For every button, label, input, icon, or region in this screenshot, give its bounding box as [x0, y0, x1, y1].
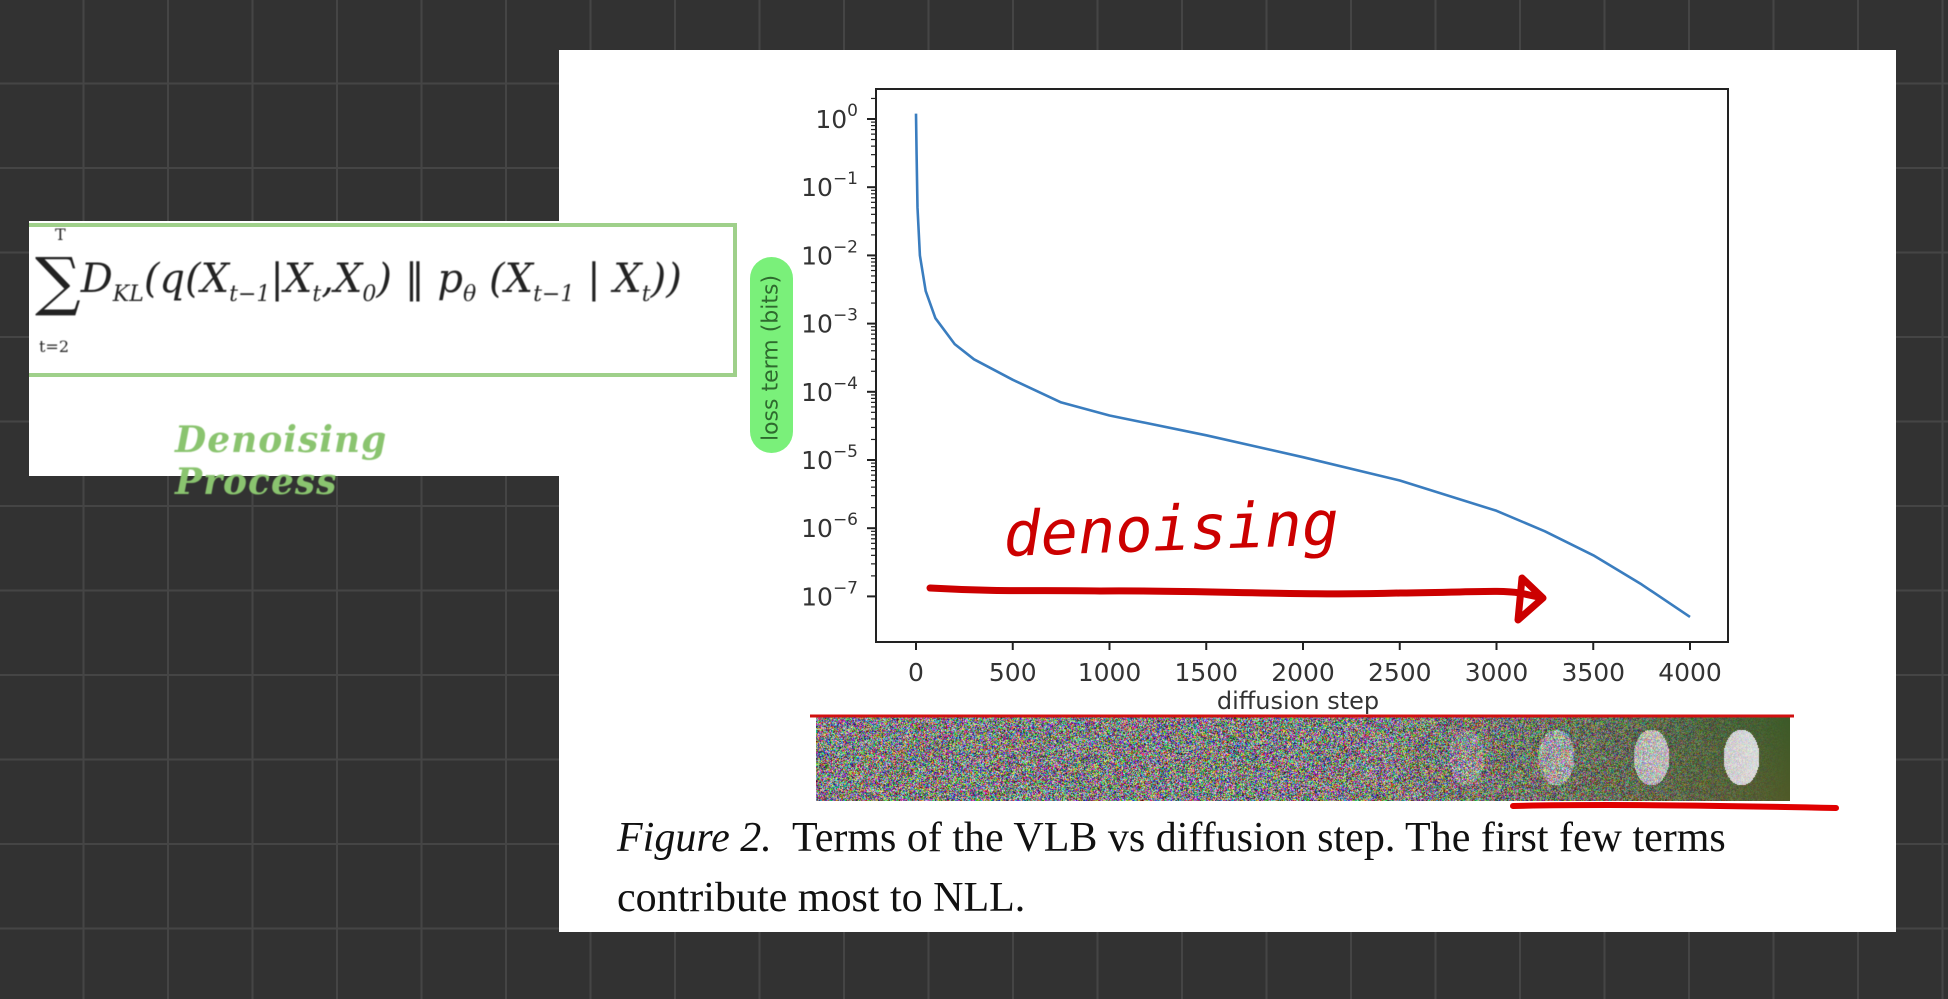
y-tick-label: 10−2 — [801, 237, 858, 270]
x-tick-label: 4000 — [1658, 658, 1722, 687]
caption-text: Terms of the VLB vs diffusion step. The … — [617, 815, 1726, 921]
x-tick-label: 3500 — [1561, 658, 1625, 687]
x-tick-label: 2000 — [1271, 658, 1335, 687]
x-tick-label: 3000 — [1465, 658, 1529, 687]
x-tick-label: 1000 — [1078, 658, 1142, 687]
y-tick-label: 10−7 — [801, 578, 858, 611]
y-tick-label: 10−4 — [801, 374, 858, 407]
y-tick-label: 100 — [815, 101, 858, 134]
x-tick-label: 500 — [989, 658, 1037, 687]
x-tick-label: 1500 — [1174, 658, 1238, 687]
y-tick-label: 10−6 — [801, 510, 858, 543]
summation-symbol: ∑ Tt=2 — [35, 245, 81, 319]
y-axis-label: loss term (bits) — [759, 275, 784, 441]
y-tick-label: 10−1 — [801, 169, 858, 202]
y-tick-label: 10−5 — [801, 442, 858, 475]
formula-box: ∑ Tt=2 DKL(q(Xt−1|Xt,X0) ‖ pθ (Xt−1 | Xt)) — [29, 223, 737, 377]
figure-caption: Figure 2. Terms of the VLB vs diffusion … — [617, 808, 1887, 928]
loss-curve — [916, 114, 1690, 617]
x-axis-label: diffusion step — [1217, 687, 1379, 715]
x-tick-label: 2500 — [1368, 658, 1432, 687]
kl-formula: ∑ Tt=2 DKL(q(Xt−1|Xt,X0) ‖ pθ (Xt−1 | Xt)) — [35, 245, 682, 319]
caption-label: Figure 2. — [617, 815, 772, 861]
x-tick-label: 0 — [908, 658, 924, 687]
diffusion-sample-strip — [816, 717, 1790, 801]
y-tick-label: 10−3 — [801, 306, 858, 339]
